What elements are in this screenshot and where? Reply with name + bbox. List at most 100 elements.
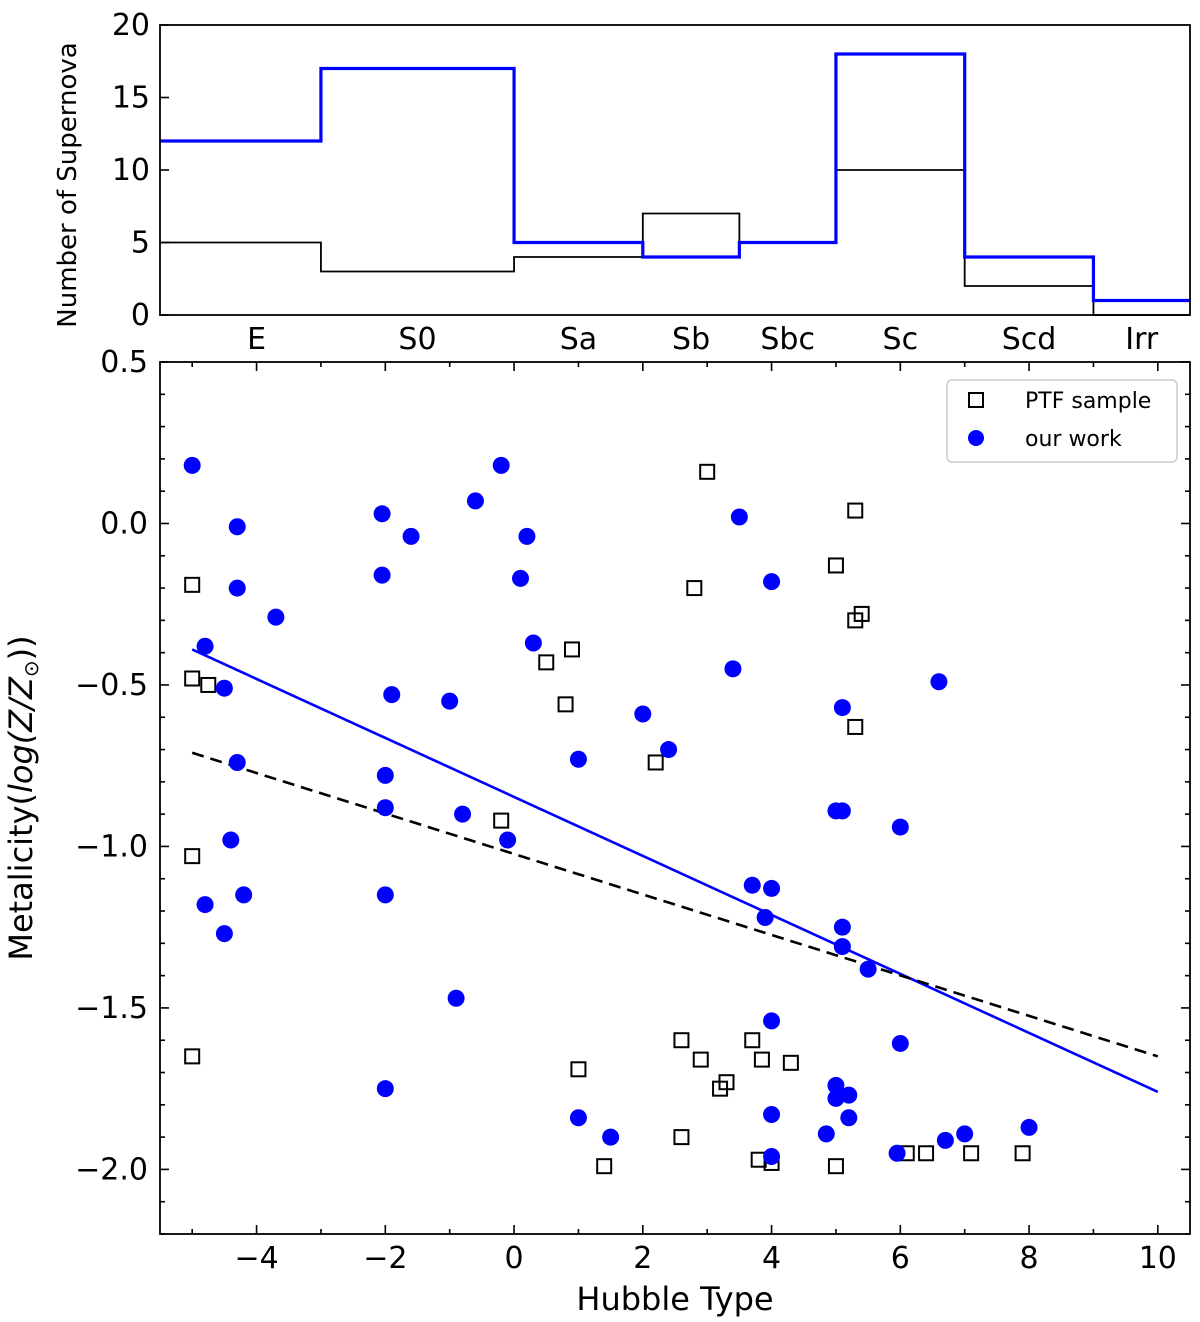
our-work-point [373,566,391,584]
hist-category-label: Sa [560,322,597,357]
ptf-sample-point [963,1145,980,1162]
our-work-point [222,831,240,849]
our-work-point [756,908,774,926]
scatter-panel: −4 −2 0 2 4 6 8 10 0.5 0.0 −0.5 −1.0 −1.5 −2.0 PTF sa… [2,345,1191,1318]
legend-circle-icon [968,430,984,446]
our-work-point [660,741,678,759]
ptf-sample-point [827,557,844,574]
ptf-sample-point [184,670,201,687]
ptf-sample-point [673,1032,690,1049]
y-tick-label: −0.5 [75,668,148,703]
ylabel-log: log(Z/Z [2,676,40,793]
histogram-ticks: 0 5 10 15 20 E S0 Sa Sb Sbc Sc Scd Irr [112,8,1159,357]
our-work-point [402,527,420,545]
ptf-sample-point [557,696,574,713]
ptf-sample-point [596,1158,613,1175]
ptf-sample-point [827,1158,844,1175]
our-work-point [763,573,781,591]
our-work-point [840,1086,858,1104]
x-tick-label: 10 [1139,1241,1177,1276]
our-work-point [569,750,587,768]
our-work-point [383,686,401,704]
y-tick-label: −2.0 [75,1152,148,1187]
our-work-point [763,1106,781,1124]
histogram-y-axis-label: Number of Supernova [53,42,83,327]
ptf-sample-point [538,654,555,671]
our-work-point [454,805,472,823]
ptf-sample-point [673,1129,690,1146]
hist-y-tick-label: 20 [112,8,150,43]
legend-box [946,379,1178,463]
ptf-sample-point [692,1051,709,1068]
our-work-point [447,989,465,1007]
our-work-point [888,1144,906,1162]
our-work-point [196,896,214,914]
our-work-point [512,569,529,587]
our-work-point [183,456,201,474]
our-work-point [215,925,233,943]
hist-y-tick-label: 0 [131,298,150,333]
our-work-point [763,879,781,897]
our-work-point [267,608,285,626]
x-tick-label: −2 [363,1241,407,1276]
our-work-point [376,886,394,904]
our-work-point [228,518,246,536]
histogram-series [160,52,1190,316]
our-work-point [634,705,652,723]
our-work-point [373,505,391,523]
ptf-sample-point [753,1051,770,1068]
scatter-frame [159,361,1191,1235]
our-work-point [930,673,948,691]
our-work-point [936,1131,954,1149]
our-work-point [1020,1118,1038,1136]
y-tick-label: −1.5 [75,991,148,1026]
our-work-point [891,818,909,836]
our-work-point [840,1109,858,1127]
scatter-x-axis-label: Hubble Type [576,1280,773,1318]
hist-y-tick-label: 5 [131,226,150,261]
legend-label-ourwork: our work [1025,427,1122,452]
our-work-point [466,492,484,510]
legend-square-icon [968,392,984,408]
ylabel-sun-symbol: ⊙ [19,660,43,677]
ptf-sample-point [493,812,510,829]
hist-y-tick-label: 15 [112,81,150,116]
ptf-sample-point [184,576,201,593]
our-work-point [763,1012,781,1030]
ylabel-suffix: )) [2,635,40,660]
hist-category-label: S0 [398,322,436,357]
our-work-point [956,1125,974,1143]
ptf-sample-point [686,580,703,597]
our-work-point [441,692,459,710]
scatter-y-axis-label: Metalicity(log(Z/Z⊙)) [2,635,43,960]
ptf-sample-point [744,1032,761,1049]
our-work-point [602,1128,620,1146]
our-work-point [891,1034,909,1052]
our-work-point [518,527,536,545]
ptf-sample-point [918,1145,935,1162]
our-work-point [228,753,246,771]
ptf-sample-point [184,1048,201,1065]
our-work-point [724,660,742,678]
scatter-points [183,456,1038,1175]
x-tick-label: 4 [762,1241,781,1276]
ptf-sample-point [184,848,201,865]
hist-step-ptf [160,169,1190,316]
hist-category-label: Sc [883,322,919,357]
ylabel-prefix: Metalicity( [2,793,40,961]
our-work-point [524,634,542,652]
our-work-point [827,1076,845,1094]
our-work-fit-line [191,648,1159,1094]
our-work-point [730,508,748,526]
histogram-frame [159,24,1191,316]
our-work-point [376,766,394,784]
our-work-point [235,886,253,904]
our-work-point [492,456,510,474]
our-work-point [376,1080,394,1098]
x-tick-label: −4 [234,1241,278,1276]
our-work-point [833,938,851,956]
hist-y-tick-label: 10 [112,153,150,188]
y-tick-label: 0.5 [100,345,148,380]
ptf-sample-point [647,754,664,771]
